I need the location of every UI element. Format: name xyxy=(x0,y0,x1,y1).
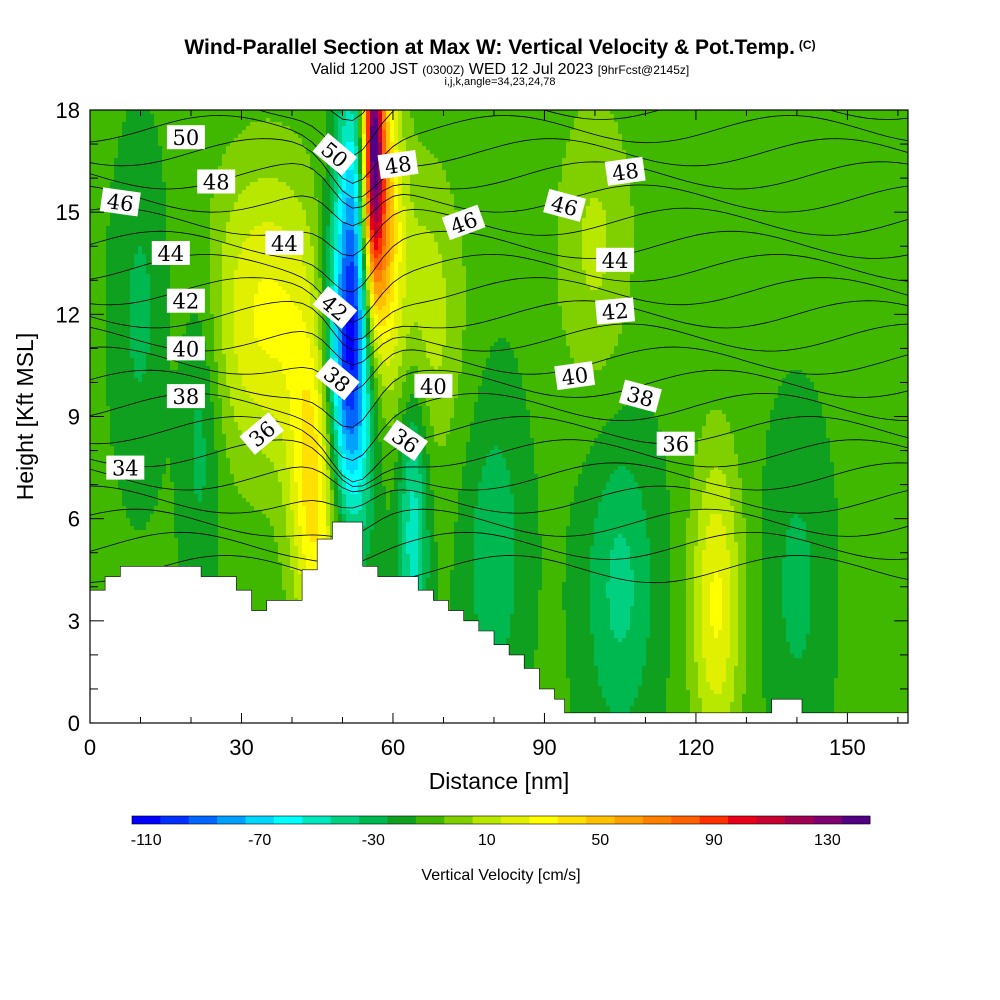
contour-label: 50 xyxy=(167,125,205,150)
x-tick-label: 90 xyxy=(532,735,556,760)
contour-label-text: 46 xyxy=(105,189,135,216)
contour-label-text: 40 xyxy=(173,337,200,361)
colorbar-swatch xyxy=(274,816,303,824)
colorbar-swatch xyxy=(387,816,416,824)
contour-label-text: 50 xyxy=(173,126,200,150)
contour-label: 44 xyxy=(265,231,303,256)
colorbar-swatch xyxy=(416,816,445,824)
contour-label: 48 xyxy=(605,157,646,187)
y-tick-label: 6 xyxy=(68,507,80,532)
contour-label-text: 48 xyxy=(203,171,230,195)
contour-label: 36 xyxy=(657,432,695,457)
colorbar-label: Vertical Velocity [cm/s] xyxy=(421,867,580,884)
colorbar-swatch xyxy=(671,816,700,824)
colorbar-swatch xyxy=(785,816,814,824)
contour-label-text: 48 xyxy=(610,159,640,186)
y-tick-label: 18 xyxy=(56,98,80,123)
colorbar-swatch xyxy=(700,816,729,824)
contour-label: 44 xyxy=(152,241,190,266)
colorbar-tick-label: -30 xyxy=(362,832,385,849)
y-tick-label: 15 xyxy=(56,200,80,225)
y-tick-label: 3 xyxy=(68,609,80,634)
y-axis-label: Height [Kft MSL] xyxy=(12,333,38,500)
colorbar-swatch xyxy=(586,816,615,824)
contour-label-text: 40 xyxy=(560,363,590,390)
colorbar-tick-label: 130 xyxy=(814,832,841,849)
colorbar-tick-label: 50 xyxy=(591,832,609,849)
colorbar-swatch xyxy=(558,816,587,824)
contour-label-text: 40 xyxy=(420,375,447,399)
colorbar-swatch xyxy=(359,816,388,824)
cross-section-chart: 50 504848 4846464644 444442 42 424040 4038 38 38… xyxy=(0,0,1000,1000)
colorbar-swatch xyxy=(160,816,189,824)
contour-label: 40 xyxy=(167,336,205,361)
contour-label-text: 34 xyxy=(112,457,139,481)
colorbar-swatch xyxy=(132,816,161,824)
x-tick-label: 60 xyxy=(381,735,405,760)
colorbar-swatch xyxy=(217,816,246,824)
colorbar-swatch xyxy=(756,816,785,824)
x-tick-label: 0 xyxy=(84,735,96,760)
colorbar-swatch xyxy=(246,816,275,824)
contour-label: 44 xyxy=(596,248,634,273)
contour-label: 40 xyxy=(554,361,595,391)
colorbar-swatch xyxy=(473,816,502,824)
contour-label-text: 44 xyxy=(602,249,629,273)
contour-label-text: 48 xyxy=(383,152,413,179)
colorbar-swatch xyxy=(331,816,360,824)
colorbar-swatch xyxy=(444,816,473,824)
contour-label-text: 42 xyxy=(173,290,200,314)
contour-label-text: 44 xyxy=(271,232,298,256)
colorbar-swatch xyxy=(842,816,871,824)
contour-label: 48 xyxy=(378,150,419,180)
x-tick-label: 150 xyxy=(829,735,866,760)
colorbar-swatch xyxy=(302,816,331,824)
colorbar-tick-label: -110 xyxy=(131,832,162,849)
contour-label: 34 xyxy=(106,456,144,481)
colorbar-swatch xyxy=(529,816,558,824)
contour-label-text: 44 xyxy=(157,242,184,266)
contour-label-text: 38 xyxy=(173,385,200,409)
x-axis-label: Distance [nm] xyxy=(429,768,570,794)
contour-label: 46 xyxy=(100,187,141,217)
colorbar-tick-label: 90 xyxy=(705,832,723,849)
colorbar-tick-label: -70 xyxy=(248,832,271,849)
x-tick-label: 120 xyxy=(678,735,715,760)
contour-label-text: 42 xyxy=(601,299,630,325)
x-tick-label: 30 xyxy=(229,735,253,760)
colorbar-tick-label: 10 xyxy=(478,832,496,849)
contour-label: 48 xyxy=(197,170,235,195)
y-tick-label: 12 xyxy=(56,302,80,327)
y-tick-label: 9 xyxy=(68,405,80,430)
colorbar: -110 -70 -30 10 50 90 130 Vertical Velocity [cm… xyxy=(131,816,871,884)
colorbar-swatch xyxy=(643,816,672,824)
contour-label: 38 xyxy=(167,384,205,409)
y-tick-label: 0 xyxy=(68,711,80,736)
contour-label: 42 xyxy=(595,297,635,325)
colorbar-swatch xyxy=(728,816,757,824)
colorbar-swatch xyxy=(501,816,530,824)
contour-label: 40 xyxy=(414,374,452,399)
colorbar-swatch xyxy=(813,816,842,824)
colorbar-swatch xyxy=(615,816,644,824)
contour-label-text: 36 xyxy=(662,433,689,457)
colorbar-swatch xyxy=(189,816,218,824)
contour-label: 42 xyxy=(167,289,205,314)
